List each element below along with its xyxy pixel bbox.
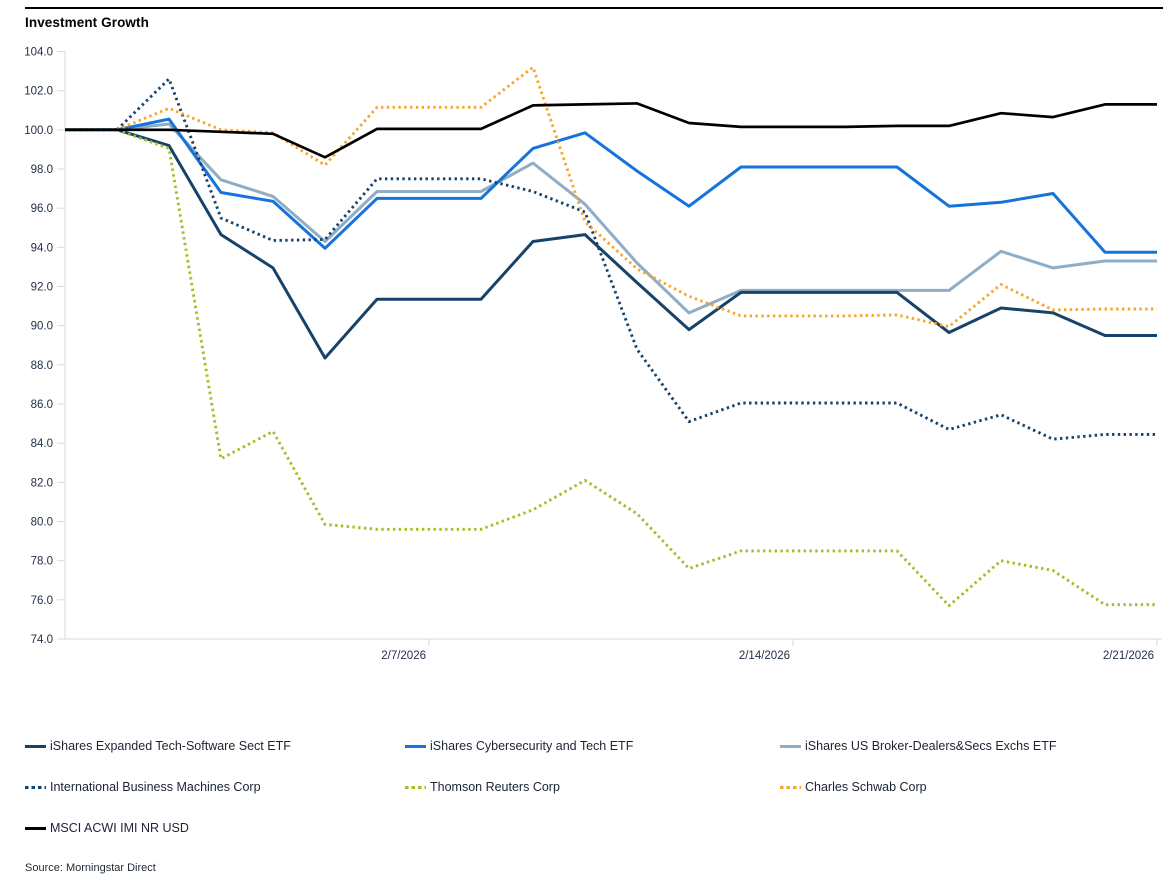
series-line-ishares-cybersecurity-and-tech-etf — [65, 117, 1157, 254]
legend-label: iShares Expanded Tech-Software Sect ETF — [50, 739, 291, 753]
series-line-ishares-us-broker-dealers-secs-exchs-etf — [65, 122, 1157, 315]
y-axis-tick-label: 76.0 — [31, 595, 53, 607]
y-axis-tick-label: 84.0 — [31, 438, 53, 450]
y-axis-tick-label: 96.0 — [31, 203, 53, 215]
legend-swatch-solid-icon — [25, 826, 46, 830]
x-axis-tick-label: 2/21/2026 — [1103, 650, 1154, 662]
legend-item-ishares-expanded-tech-software-sect-etf: iShares Expanded Tech-Software Sect ETF — [25, 738, 405, 754]
legend-item-international-business-machines-corp: International Business Machines Corp — [25, 779, 405, 795]
y-axis-tick-label: 80.0 — [31, 517, 53, 529]
y-axis-tick-label: 88.0 — [31, 360, 53, 372]
series-line-thomson-reuters-corp — [65, 128, 1157, 608]
legend-label: iShares Cybersecurity and Tech ETF — [430, 739, 634, 753]
investment-growth-chart: 104.0 102.0 100.0 98.0 96.0 94.0 92.0 90.0 88.0 8… — [24, 47, 1162, 662]
legend-item-ishares-us-broker-dealers-secs-exchs-etf: iShares US Broker-Dealers&Secs Exchs ETF — [780, 738, 1162, 754]
y-axis-tick-label: 74.0 — [31, 634, 53, 646]
legend-label: Thomson Reuters Corp — [430, 780, 560, 794]
x-axis-tick-label: 2/7/2026 — [381, 650, 426, 662]
series-line-international-business-machines-corp — [65, 77, 1157, 441]
chart-title: Investment Growth — [25, 15, 149, 30]
y-axis-tick-label: 100.0 — [24, 125, 53, 137]
legend-swatch-solid-icon — [25, 744, 46, 748]
legend-label: Charles Schwab Corp — [805, 780, 927, 794]
legend-label: MSCI ACWI IMI NR USD — [50, 821, 189, 835]
top-rule — [25, 7, 1163, 9]
y-axis-tick-label: 82.0 — [31, 477, 53, 489]
y-axis-tick-label: 94.0 — [31, 242, 53, 254]
legend-swatch-solid-icon — [780, 744, 801, 748]
y-axis-tick-label: 98.0 — [31, 164, 53, 176]
legend-item-ishares-cybersecurity-and-tech-etf: iShares Cybersecurity and Tech ETF — [405, 738, 780, 754]
y-axis-tick-label: 104.0 — [24, 47, 53, 59]
legend-label: International Business Machines Corp — [50, 780, 261, 794]
legend-item-msci-acwi-imi-nr-usd: MSCI ACWI IMI NR USD — [25, 820, 405, 836]
y-axis-tick-label: 92.0 — [31, 282, 53, 294]
y-axis-tick-label: 102.0 — [24, 86, 53, 98]
y-axis-tick-label: 78.0 — [31, 556, 53, 568]
legend-swatch-dotted-icon — [25, 785, 46, 789]
series-line-ishares-expanded-tech-software-sect-etf — [65, 128, 1157, 360]
legend-swatch-dotted-icon — [405, 785, 426, 789]
legend-item-charles-schwab-corp: Charles Schwab Corp — [780, 779, 1162, 795]
series-line-msci-acwi-imi-nr-usd — [65, 102, 1157, 159]
legend-label: iShares US Broker-Dealers&Secs Exchs ETF — [805, 739, 1057, 753]
source-note: Source: Morningstar Direct — [25, 862, 156, 874]
series-line-charles-schwab-corp — [65, 65, 1157, 329]
x-axis-tick-label: 2/14/2026 — [739, 650, 790, 662]
legend-swatch-solid-icon — [405, 744, 426, 748]
legend-item-thomson-reuters-corp: Thomson Reuters Corp — [405, 779, 780, 795]
legend: iShares Expanded Tech-Software Sect ETF i… — [25, 738, 1162, 836]
y-axis-tick-label: 86.0 — [31, 399, 53, 411]
legend-swatch-dotted-icon — [780, 785, 801, 789]
y-axis-tick-label: 90.0 — [31, 321, 53, 333]
